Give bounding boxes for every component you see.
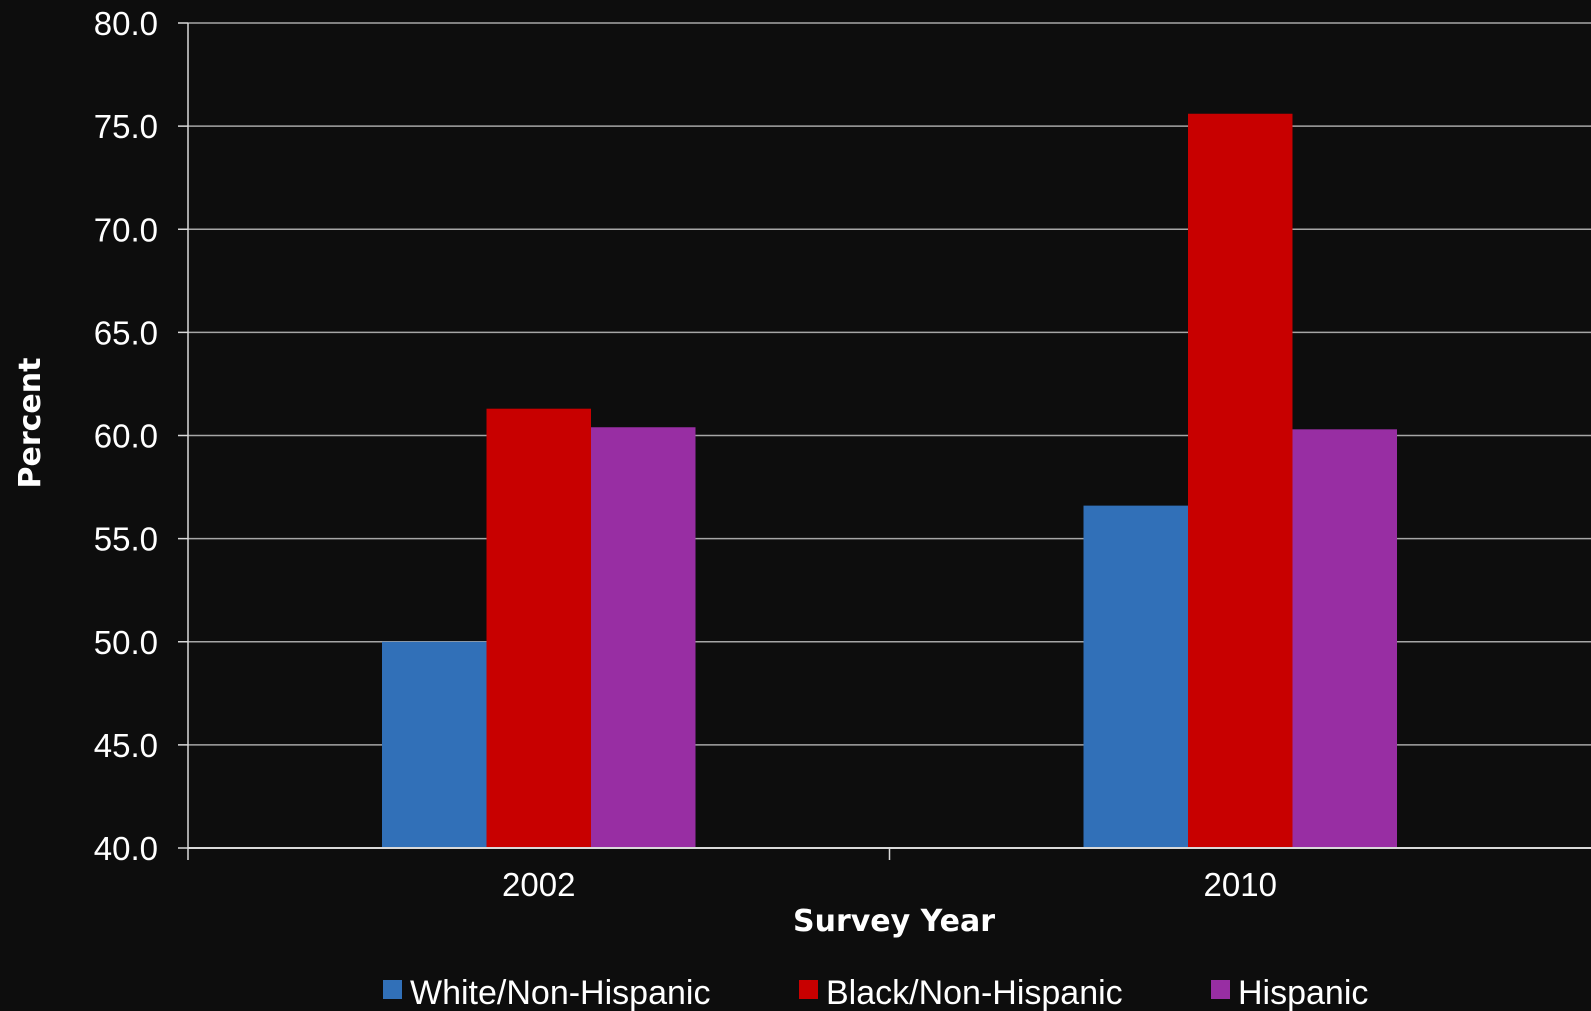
x-axis-title: Survey Year xyxy=(793,904,995,939)
y-tick-label: 65.0 xyxy=(94,314,158,351)
y-axis-title: Percent xyxy=(13,358,48,489)
x-tick-label: 2002 xyxy=(502,866,575,903)
legend-swatch xyxy=(1211,980,1230,999)
y-tick-label: 50.0 xyxy=(94,624,158,661)
axes xyxy=(178,22,1591,860)
y-tick-label: 70.0 xyxy=(94,211,158,248)
legend-label: White/Non-Hispanic xyxy=(410,974,710,1011)
legend-swatch xyxy=(799,980,818,999)
y-tick-label: 45.0 xyxy=(94,727,158,764)
bars-group xyxy=(382,113,1397,848)
legend: White/Non-Hispanic Black/Non-Hispanic Hisp… xyxy=(383,974,1368,1011)
x-tick-label: 2010 xyxy=(1204,866,1277,903)
y-tick-labels: 40.0 45.0 50.0 55.0 60.0 65.0 70.0 75.0 80.0 xyxy=(94,5,158,867)
y-tick-label: 75.0 xyxy=(94,108,158,145)
y-tick-label: 60.0 xyxy=(94,418,158,455)
bar-black-non-hispanic-2002 xyxy=(486,408,591,848)
bar-hispanic-2010 xyxy=(1292,429,1397,848)
legend-label: Hispanic xyxy=(1238,974,1368,1011)
bar-white-non-hispanic-2002 xyxy=(382,641,487,848)
x-tick-labels: 2002 2010 xyxy=(502,866,1277,903)
y-tick-label: 80.0 xyxy=(94,5,158,42)
y-tick-label: 55.0 xyxy=(94,521,158,558)
bar-black-non-hispanic-2010 xyxy=(1188,113,1293,848)
legend-swatch xyxy=(383,980,402,999)
bar-hispanic-2002 xyxy=(591,427,696,848)
legend-label: Black/Non-Hispanic xyxy=(826,974,1123,1011)
bar-white-non-hispanic-2010 xyxy=(1083,505,1188,848)
y-tick-label: 40.0 xyxy=(94,830,158,867)
